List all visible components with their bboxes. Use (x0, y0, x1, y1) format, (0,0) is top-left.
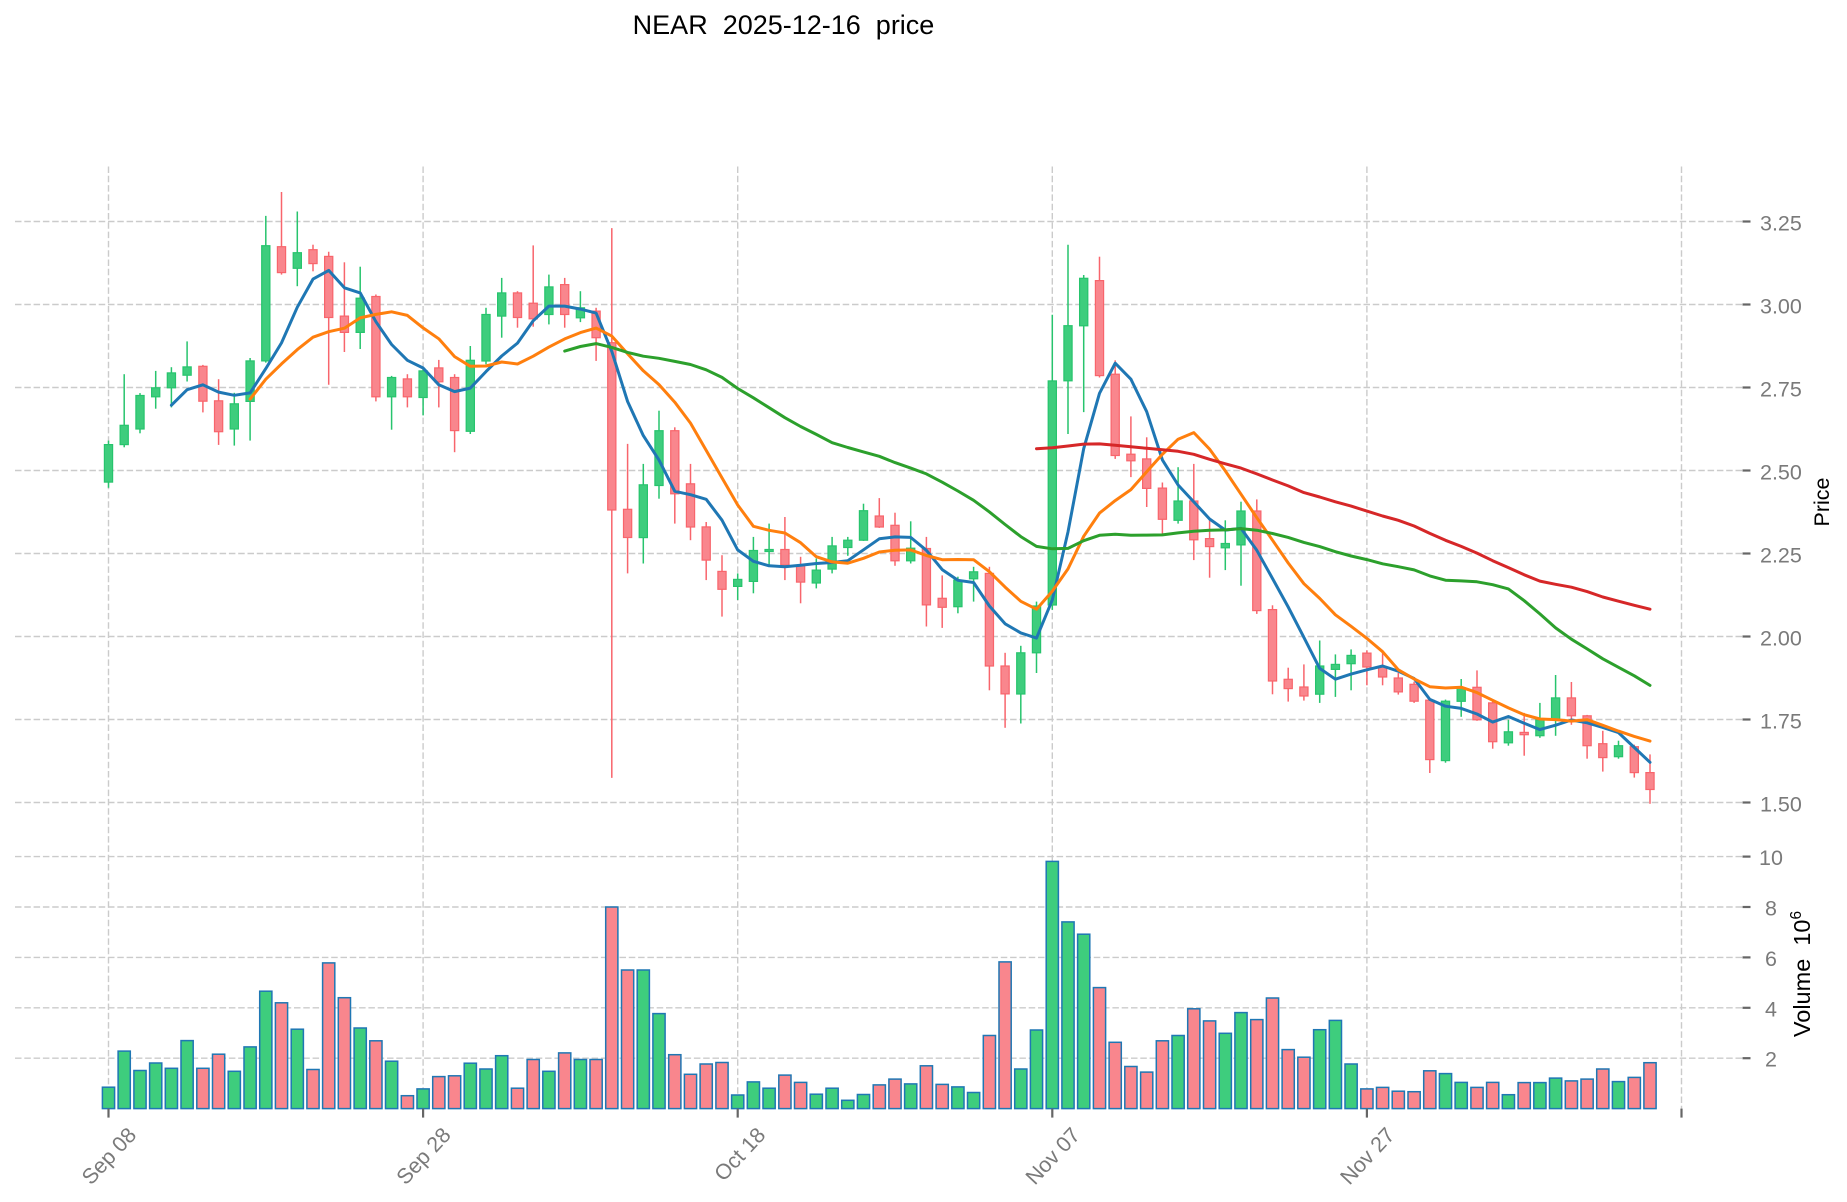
svg-text:1.50: 1.50 (1760, 793, 1802, 817)
svg-text:2: 2 (1765, 1048, 1777, 1072)
svg-text:2.50: 2.50 (1760, 461, 1802, 485)
svg-text:Volume 106: Volume 106 (1788, 911, 1815, 1037)
svg-text:3.25: 3.25 (1760, 212, 1802, 236)
svg-text:3.00: 3.00 (1760, 295, 1802, 319)
svg-text:6: 6 (1765, 947, 1777, 971)
svg-text:2.00: 2.00 (1760, 627, 1802, 651)
svg-text:2.75: 2.75 (1760, 378, 1802, 402)
svg-text:1.75: 1.75 (1760, 710, 1802, 734)
svg-text:10: 10 (1759, 846, 1783, 870)
svg-text:8: 8 (1765, 897, 1777, 921)
svg-text:NEAR 2025-12-16 price: NEAR 2025-12-16 price (633, 10, 935, 40)
svg-text:Price: Price (1810, 478, 1834, 527)
svg-text:2.25: 2.25 (1760, 544, 1802, 568)
svg-text:4: 4 (1765, 997, 1777, 1021)
